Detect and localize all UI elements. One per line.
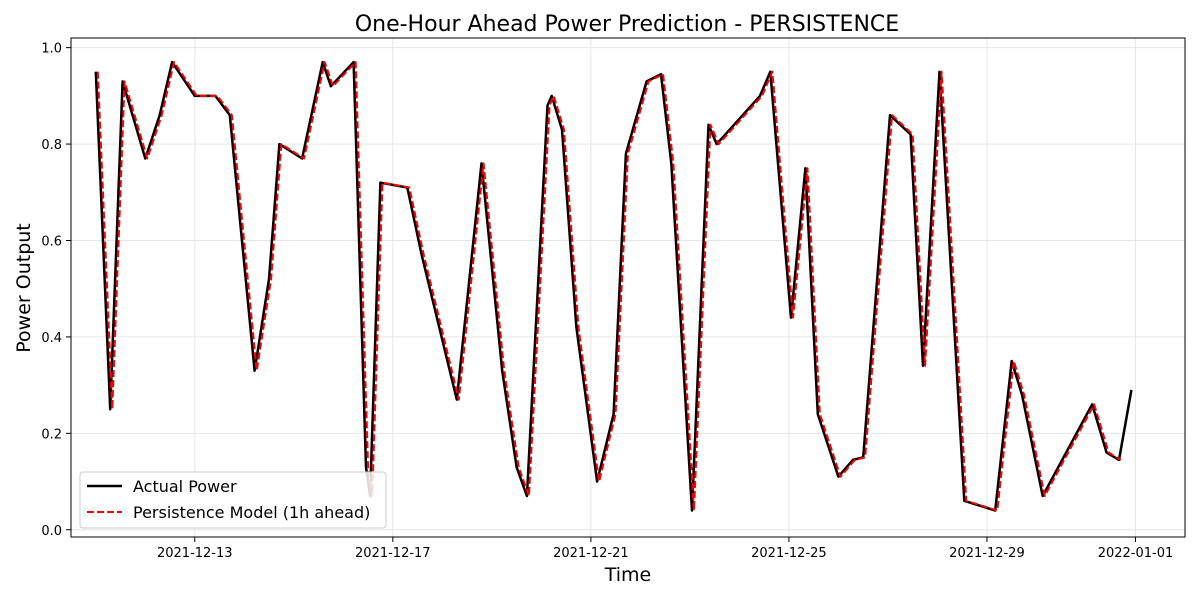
y-tick-label: 0.0 [41, 524, 62, 539]
x-axis: 2021-12-13 2021-12-17 2021-12-21 2021-12-25… [157, 537, 1173, 561]
y-tick-label: 0.6 [41, 234, 62, 249]
legend-box [79, 471, 387, 529]
y-tick-label: 0.2 [41, 427, 62, 442]
x-tick-label: 2022-01-01 [1098, 546, 1174, 561]
x-tick-label: 2021-12-17 [355, 546, 431, 561]
series-line-actual-power [94, 60, 1133, 512]
x-tick-label: 2021-12-21 [553, 546, 629, 561]
x-tick-label: 2021-12-25 [751, 546, 827, 561]
legend-label-persistence: Persistence Model (1h ahead) [133, 503, 370, 522]
x-axis-title: Time [604, 564, 652, 586]
y-tick-label: 0.4 [41, 331, 62, 346]
y-tick-label: 0.8 [41, 138, 62, 153]
series-lines [94, 60, 1133, 512]
x-tick-label: 2021-12-13 [157, 546, 233, 561]
x-tick-label: 2021-12-29 [949, 546, 1025, 561]
y-axis-title: Power Output [13, 223, 35, 352]
legend-label-actual: Actual Power [133, 477, 237, 496]
y-tick-label: 1.0 [41, 42, 62, 57]
plot-frame [70, 37, 1186, 538]
legend: Actual Power Persistence Model (1h ahead… [79, 471, 387, 529]
chart-title: One-Hour Ahead Power Prediction - PERSIS… [355, 12, 899, 37]
y-axis: 0.0 0.2 0.4 0.6 0.8 1.0 [41, 42, 71, 539]
series-line-persistence-model [96, 61, 1122, 512]
